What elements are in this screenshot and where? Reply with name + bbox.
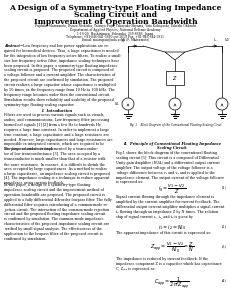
- Text: The impedance is reduced by current feedback. If the
impedance component Z is a : The impedance is reduced by current feed…: [116, 257, 222, 271]
- Circle shape: [122, 98, 134, 110]
- Text: $N_0$: $N_0$: [114, 100, 120, 108]
- Text: Scaling Circuit and: Scaling Circuit and: [74, 11, 157, 19]
- Text: Filters are used to process various signals such as visuals,
audios, and communi: Filters are used to process various sign…: [4, 113, 113, 151]
- Circle shape: [216, 98, 228, 110]
- Text: Low frequency and low power applications are re-
quired for biomedical devices. : Low frequency and low power applications…: [4, 44, 122, 107]
- Text: (2): (2): [222, 224, 227, 228]
- Text: The large resistance is implemented by a transconduc-
tor of low transconductanc: The large resistance is implemented by a…: [4, 147, 110, 185]
- Text: (4): (4): [222, 278, 227, 282]
- Text: $Z_{app} = \dfrac{v_1 - v_2}{Ni_0} = \dfrac{Z}{N}$: $Z_{app} = \dfrac{v_1 - v_2}{Ni_0} = \df…: [150, 241, 194, 255]
- Text: Signal current flowing through the impedance element is
amplified by the current: Signal current flowing through the imped…: [116, 195, 224, 219]
- Text: A Design of a Symmetry-type Floating Impedance: A Design of a Symmetry-type Floating Imp…: [9, 4, 222, 12]
- Text: Department of Applied Physics, National Defense Academy: Department of Applied Physics, National …: [70, 28, 161, 32]
- Text: $Z$: $Z$: [172, 74, 178, 82]
- Text: Telephone: +81-046-841-3810 ext 3659 Fax: +81-046-844-5911: Telephone: +81-046-841-3810 ext 3659 Fax…: [67, 35, 164, 39]
- Text: $i_0 = \dfrac{v_1 - v_2}{Z}$: $i_0 = \dfrac{v_1 - v_2}{Z}$: [158, 183, 186, 196]
- Text: Fig.1 shows the block diagram of the conventional floating
scaling circuit [5]. : Fig.1 shows the block diagram of the con…: [116, 151, 224, 184]
- Text: $i_1 = i_2 = Ni_0$: $i_1 = i_2 = Ni_0$: [158, 223, 186, 232]
- Circle shape: [169, 98, 181, 110]
- Text: $V_1$: $V_1$: [120, 36, 126, 44]
- Text: II.  Principle of Conventional Floating Impedance: II. Principle of Conventional Floating I…: [123, 142, 221, 146]
- Text: Email: matsupan@nda.ac.jp (F. Matsumoto): Email: matsupan@nda.ac.jp (F. Matsumoto): [82, 38, 149, 43]
- Text: $N_0$: $N_0$: [230, 100, 231, 108]
- Text: Scaling Circuit: Scaling Circuit: [157, 146, 187, 150]
- Text: The apparent impedance of this circuit is expressed as:: The apparent impedance of this circuit i…: [116, 231, 211, 235]
- Text: $I_2$: $I_2$: [213, 37, 217, 44]
- Text: $I_0$: $I_0$: [173, 112, 177, 119]
- Text: (3): (3): [222, 244, 227, 248]
- Text: $C_{app} = \dfrac{1}{2\pi f Z_{app}}$: $C_{app} = \dfrac{1}{2\pi f Z_{app}}$: [154, 275, 190, 291]
- Text: Abstract—: Abstract—: [4, 44, 23, 48]
- Text: I.  Introduction: I. Introduction: [41, 109, 73, 113]
- Text: In this paper, a design of a symmetry-type floating
impedance scaling circuit an: In this paper, a design of a symmetry-ty…: [4, 183, 112, 241]
- FancyBboxPatch shape: [166, 71, 184, 85]
- Text: Fujihiko Matsumoto, Ryuzo Nishioka, Tatsuya Fujii, Takayuki Ohyama, Yuta Kobayas: Fujihiko Matsumoto, Ryuzo Nishioka, Tats…: [35, 24, 196, 28]
- Text: $I_1$: $I_1$: [133, 37, 137, 44]
- Text: $V_2$: $V_2$: [224, 36, 230, 44]
- Text: Fig. 1.   Block Diagram of the Conventional Floating Scaling Ciruit: Fig. 1. Block Diagram of the Conventiona…: [129, 123, 221, 127]
- Text: 1-10-20, Hashirimizu, Yokosuka, 239-8686, Japan: 1-10-20, Hashirimizu, Yokosuka, 239-8686…: [77, 32, 154, 35]
- Text: (1): (1): [222, 185, 227, 189]
- Text: Improvement of Operation Bandwidth: Improvement of Operation Bandwidth: [34, 18, 197, 26]
